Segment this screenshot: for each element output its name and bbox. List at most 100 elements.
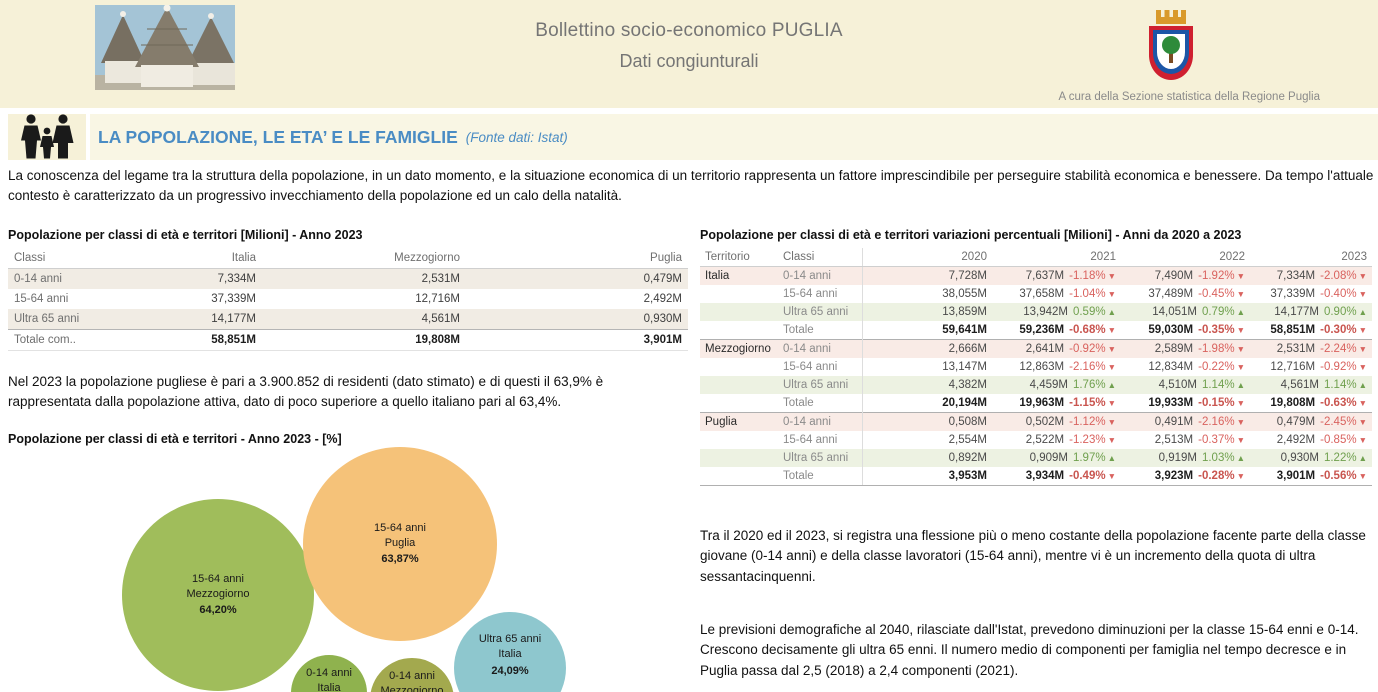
- section-header: LA POPOLAZIONE, LE ETA’ E LE FAMIGLIE (F…: [90, 114, 1378, 160]
- value-change-cell: 12,716M -0.92% ▼: [1250, 358, 1372, 376]
- pct-change-text: -1.15%: [1069, 397, 1106, 409]
- value-text: 14,177M: [1274, 306, 1319, 318]
- value-change-cell: 12,863M -2.16% ▼: [992, 358, 1121, 376]
- variation-table-row: Puglia 0-14 anni 0,508M 0,502M -1.12% ▼ 0,491M…: [700, 412, 1372, 431]
- pct-change-text: -2.08%: [1320, 270, 1357, 282]
- triangle-down-icon: ▼: [1358, 398, 1367, 408]
- value-change-cell: 7,334M -2.08% ▼: [1250, 266, 1372, 285]
- pct-change-text: -2.16%: [1198, 416, 1235, 428]
- population-table-row: Totale com.. 58,851M 19,808M 3,901M: [8, 329, 688, 351]
- pct-change-text: 0.90%: [1323, 306, 1357, 318]
- value-text: 0,930M: [1280, 452, 1319, 464]
- triangle-up-icon: ▲: [1358, 307, 1367, 317]
- bubble-territory-label: Italia: [498, 647, 522, 660]
- pct-change-text: 1.14%: [1201, 379, 1235, 391]
- variation-table-body: Italia 0-14 anni 7,728M 7,637M -1.18% ▼ 7,490M…: [700, 266, 1372, 486]
- value-2020-cell: 7,728M: [861, 266, 992, 285]
- bubble-puglia-15-64-anni[interactable]: 15-64 anni Puglia 63,87%: [303, 447, 497, 641]
- triangle-down-icon: ▼: [1358, 362, 1367, 372]
- value-2020-cell: 20,194M: [861, 394, 992, 413]
- triangle-down-icon: ▼: [1358, 325, 1367, 335]
- value-change-cell: 0,919M 1.03% ▲: [1121, 449, 1250, 467]
- value-change-cell: 2,589M -1.98% ▼: [1121, 339, 1250, 358]
- variation-table-row: Ultra 65 anni 13,859M 13,942M 0.59% ▲ 14,051M…: [700, 303, 1372, 321]
- value-text: 59,030M: [1148, 324, 1194, 336]
- value-change-cell: 3,923M -0.28% ▼: [1121, 467, 1250, 486]
- bubble-territory-label: Mezzogiorno: [380, 684, 444, 692]
- triangle-down-icon: ▼: [1107, 417, 1116, 427]
- triangle-up-icon: ▲: [1236, 380, 1245, 390]
- value-change-cell: 4,510M 1.14% ▲: [1121, 376, 1250, 394]
- column-header-italia: Italia: [158, 248, 262, 269]
- territory-cell: [700, 431, 778, 449]
- value-text: 14,051M: [1152, 306, 1197, 318]
- bubble-italia-0-14-anni[interactable]: 0-14 anni Italia: [291, 655, 367, 692]
- bubble-italia-ultra-65-anni[interactable]: Ultra 65 anni Italia 24,09%: [454, 612, 566, 692]
- value-2020-cell: 3,953M: [861, 467, 992, 486]
- value-change-cell: 37,658M -1.04% ▼: [992, 285, 1121, 303]
- territory-cell: [700, 303, 778, 321]
- trulli-photo: [95, 5, 235, 90]
- variation-table-row: Ultra 65 anni 0,892M 0,909M 1.97% ▲ 0,919M 1.0…: [700, 449, 1372, 467]
- variation-table-row: Totale 20,194M 19,963M -1.15% ▼ 19,933M -0.15%…: [700, 394, 1372, 413]
- triangle-down-icon: ▼: [1236, 471, 1245, 481]
- column-header-2022: 2022: [1121, 248, 1250, 267]
- column-header-2020: 2020: [861, 248, 992, 267]
- bubble-value-label: 64,20%: [199, 604, 237, 617]
- value-cell: 2,531M: [421, 273, 460, 285]
- value-change-cell: 37,339M -0.40% ▼: [1250, 285, 1372, 303]
- family-icon: [21, 114, 74, 159]
- value-text: 0,909M: [1029, 452, 1068, 464]
- pct-change-text: -0.49%: [1069, 470, 1106, 482]
- value-change-cell: 0,930M 1.22% ▲: [1250, 449, 1372, 467]
- right-column: Popolazione per classi di età e territor…: [700, 228, 1374, 692]
- value-text: 58,851M: [1270, 324, 1316, 336]
- value-text: 0,479M: [1276, 416, 1316, 428]
- bubble-territory-label: Mezzogiorno: [186, 587, 250, 600]
- value-change-cell: 2,522M -1.23% ▼: [992, 431, 1121, 449]
- pct-change-text: -0.85%: [1320, 434, 1357, 446]
- value-change-cell: 0,909M 1.97% ▲: [992, 449, 1121, 467]
- triangle-down-icon: ▼: [1107, 362, 1116, 372]
- triangle-up-icon: ▲: [1358, 380, 1367, 390]
- value-2020-cell: 13,147M: [861, 358, 992, 376]
- pct-change-text: 1.03%: [1201, 452, 1235, 464]
- intro-paragraph: La conoscenza del legame tra la struttur…: [8, 168, 1374, 204]
- value-text: 12,834M: [1148, 361, 1194, 373]
- value-change-cell: 19,933M -0.15% ▼: [1121, 394, 1250, 413]
- class-label-cell: 15-64 anni: [783, 361, 838, 373]
- territory-cell: Mezzogiorno: [700, 339, 778, 358]
- population-table-row: Ultra 65 anni 14,177M 4,561M 0,930M: [8, 309, 688, 330]
- bulletin-subtitle: Dati congiunturali: [619, 51, 759, 71]
- value-cell: 7,334M: [217, 273, 256, 285]
- section-source: (Fonte dati: Istat): [465, 129, 568, 145]
- value-text: 3,901M: [1276, 470, 1316, 482]
- bubble-mezzogiorno-0-14-anni[interactable]: 0-14 anni Mezzogiorno: [370, 658, 454, 692]
- pct-change-text: 0.79%: [1201, 306, 1235, 318]
- bubble-value-label: 63,87%: [381, 553, 419, 566]
- triangle-down-icon: ▼: [1358, 417, 1367, 427]
- pct-change-text: -2.16%: [1069, 361, 1106, 373]
- pct-change-text: 0.59%: [1072, 306, 1106, 318]
- value-text: 2,522M: [1025, 434, 1065, 446]
- value-text: 3,934M: [1025, 470, 1065, 482]
- pct-change-text: -0.15%: [1198, 397, 1235, 409]
- value-change-cell: 7,490M -1.92% ▼: [1121, 266, 1250, 285]
- triangle-down-icon: ▼: [1236, 362, 1245, 372]
- trulli-illustration: [95, 5, 235, 90]
- value-change-cell: 0,502M -1.12% ▼: [992, 412, 1121, 431]
- bubble-mezzogiorno-15-64-anni[interactable]: 15-64 anni Mezzogiorno 64,20%: [122, 499, 314, 691]
- value-change-cell: 59,030M -0.35% ▼: [1121, 321, 1250, 340]
- value-text: 0,491M: [1154, 416, 1194, 428]
- class-label-cell: 15-64 anni: [14, 293, 69, 305]
- triangle-up-icon: ▲: [1236, 453, 1245, 463]
- triangle-down-icon: ▼: [1107, 435, 1116, 445]
- value-change-cell: 4,561M 1.14% ▲: [1250, 376, 1372, 394]
- value-2020-cell: 4,382M: [861, 376, 992, 394]
- class-label-cell: Totale com..: [8, 329, 158, 351]
- class-label-cell: 0-14 anni: [14, 273, 62, 285]
- triangle-down-icon: ▼: [1107, 398, 1116, 408]
- variation-table-row: Ultra 65 anni 4,382M 4,459M 1.76% ▲ 4,510M 1.1…: [700, 376, 1372, 394]
- column-header-mezzogiorno: Mezzogiorno: [262, 248, 466, 269]
